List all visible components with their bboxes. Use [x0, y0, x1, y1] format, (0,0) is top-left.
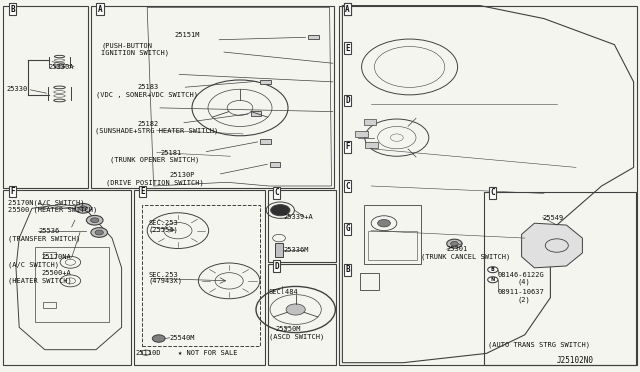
- Bar: [355, 131, 368, 137]
- Text: 08146-6122G: 08146-6122G: [498, 272, 545, 278]
- Text: (HEATER SWITCH): (HEATER SWITCH): [8, 278, 72, 284]
- Text: (TRUNK CANCEL SWITCH): (TRUNK CANCEL SWITCH): [421, 253, 510, 260]
- Bar: [35, 247, 109, 322]
- Bar: [3, 190, 131, 365]
- Circle shape: [488, 277, 498, 283]
- Text: (SUNSHADE+STRG HEATER SWITCH): (SUNSHADE+STRG HEATER SWITCH): [95, 128, 218, 134]
- Circle shape: [79, 206, 87, 211]
- Bar: [368, 231, 417, 260]
- Text: 25540M: 25540M: [170, 335, 195, 341]
- Circle shape: [378, 219, 390, 227]
- Circle shape: [451, 241, 458, 246]
- Bar: [339, 6, 637, 365]
- Text: ★ NOT FOR SALE: ★ NOT FOR SALE: [178, 350, 237, 356]
- Bar: [260, 139, 271, 144]
- Text: 25183: 25183: [138, 84, 159, 90]
- Circle shape: [91, 218, 99, 222]
- Bar: [364, 119, 376, 125]
- Bar: [484, 192, 636, 365]
- Bar: [134, 190, 265, 365]
- Text: 25549: 25549: [543, 215, 564, 221]
- Text: 25330: 25330: [6, 86, 28, 92]
- Bar: [360, 273, 379, 290]
- Polygon shape: [522, 223, 582, 268]
- Text: C: C: [345, 182, 350, 190]
- Text: F: F: [10, 187, 15, 196]
- Text: J25102N0: J25102N0: [557, 356, 594, 365]
- Text: (47943X): (47943X): [148, 278, 182, 285]
- Bar: [251, 111, 261, 116]
- Text: 25536: 25536: [38, 228, 60, 234]
- Text: (AUTO TRANS STRG SWITCH): (AUTO TRANS STRG SWITCH): [488, 342, 589, 349]
- Bar: [364, 205, 421, 264]
- Text: B: B: [491, 267, 495, 272]
- Bar: [91, 6, 334, 188]
- Circle shape: [271, 205, 290, 216]
- Text: (ASCD SWITCH): (ASCD SWITCH): [269, 333, 324, 340]
- Bar: [275, 243, 283, 257]
- Circle shape: [95, 230, 104, 235]
- Circle shape: [488, 267, 498, 273]
- Text: E: E: [140, 187, 145, 196]
- Text: 25330A: 25330A: [49, 64, 74, 70]
- Text: (TRANSFER SWITCH): (TRANSFER SWITCH): [8, 235, 80, 242]
- Bar: [3, 6, 88, 188]
- Text: (VDC , SONER+VDC SWITCH): (VDC , SONER+VDC SWITCH): [96, 91, 198, 98]
- Bar: [270, 162, 280, 167]
- Text: B: B: [345, 265, 350, 274]
- Text: 25336M: 25336M: [284, 247, 309, 253]
- Text: (25554): (25554): [148, 227, 178, 233]
- Bar: [268, 190, 336, 262]
- Text: 25110D: 25110D: [136, 350, 161, 356]
- Bar: [43, 252, 56, 258]
- Text: (PUSH-BUTTON: (PUSH-BUTTON: [101, 42, 152, 49]
- Text: 25500 (HEATER SWITCH): 25500 (HEATER SWITCH): [8, 207, 97, 214]
- Text: N: N: [491, 277, 495, 282]
- Text: 25339+A: 25339+A: [284, 214, 313, 219]
- Circle shape: [152, 335, 165, 342]
- Text: F: F: [345, 142, 350, 151]
- Circle shape: [286, 304, 305, 315]
- Text: SEC.484: SEC.484: [269, 289, 298, 295]
- Text: 25170N(A/C SWITCH): 25170N(A/C SWITCH): [8, 199, 84, 206]
- Text: B: B: [10, 5, 15, 14]
- Text: A: A: [97, 5, 102, 14]
- Text: 25130P: 25130P: [170, 172, 195, 178]
- Text: 25170NA: 25170NA: [42, 254, 71, 260]
- Text: IGNITION SWITCH): IGNITION SWITCH): [101, 49, 169, 56]
- Bar: [308, 35, 319, 39]
- Text: C: C: [274, 188, 279, 197]
- Text: SEC.253: SEC.253: [148, 272, 178, 278]
- Text: 25181: 25181: [160, 150, 181, 155]
- Text: D: D: [274, 262, 279, 271]
- Circle shape: [86, 215, 103, 225]
- Bar: [365, 142, 378, 148]
- Bar: [260, 80, 271, 84]
- Text: (TRUNK OPENER SWITCH): (TRUNK OPENER SWITCH): [110, 157, 199, 163]
- Text: A: A: [345, 5, 350, 14]
- Circle shape: [447, 239, 462, 248]
- Circle shape: [75, 203, 92, 213]
- Circle shape: [91, 228, 108, 237]
- Text: D: D: [345, 96, 350, 105]
- Text: 25151M: 25151M: [175, 32, 200, 38]
- Text: E: E: [345, 44, 350, 53]
- Text: C: C: [490, 188, 495, 197]
- Text: (2): (2): [517, 296, 530, 303]
- Text: 25500+A: 25500+A: [42, 270, 71, 276]
- Text: 25182: 25182: [138, 121, 159, 126]
- Text: 25301: 25301: [447, 246, 468, 252]
- Text: (4): (4): [517, 279, 530, 285]
- Text: G: G: [345, 224, 350, 233]
- Bar: [43, 302, 56, 308]
- Text: (DRIVE POSITION SWITCH): (DRIVE POSITION SWITCH): [106, 179, 204, 186]
- Text: 25550M: 25550M: [275, 326, 301, 332]
- Text: A: A: [345, 5, 350, 14]
- Text: SEC.253: SEC.253: [148, 220, 178, 226]
- Bar: [268, 264, 336, 365]
- Bar: [142, 205, 260, 346]
- Text: (A/C SWITCH): (A/C SWITCH): [8, 262, 59, 268]
- Text: 08911-10637: 08911-10637: [498, 289, 545, 295]
